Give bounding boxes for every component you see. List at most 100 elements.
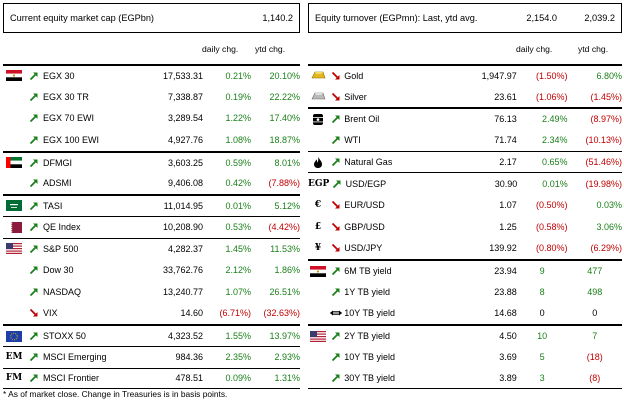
- left-row-msci-emerging: EM MSCI Emerging 984.36 2.35% 2.93%: [3, 345, 300, 368]
- fm-text-icon-label: FM: [5, 373, 23, 384]
- left-name-cell: EGX 100 EWI: [43, 134, 100, 145]
- commodities-fx-yields-table: Gold 1,947.97 (1.50%) 6.80% Silver 23.61 (1.06…: [308, 64, 622, 390]
- left-ytd-chg-cell: 8.01%: [274, 157, 300, 168]
- left-row-msci-frontier: FM MSCI Frontier 478.51 0.09% 1.31%: [3, 367, 300, 390]
- flame-icon: [308, 156, 328, 169]
- right-ytd-chg-cell: (18): [586, 351, 603, 362]
- right-value-cell: 1.25: [499, 221, 517, 232]
- left-row-egx-30-tr: EGX 30 TR 7,338.87 0.19% 22.22%: [3, 86, 300, 108]
- left-name-cell: EGX 30: [43, 70, 75, 81]
- right-row-30y-tb-yield: 30Y TB yield 3.89 3 (8): [308, 368, 622, 390]
- arrow-up-icon: [328, 114, 344, 124]
- right-value-cell: 139.92: [489, 243, 517, 254]
- left-value-cell: 4,323.52: [167, 331, 203, 342]
- euro-sign-icon: €: [308, 200, 328, 210]
- left-ytd-chg-cell: (7.88%): [268, 178, 300, 189]
- left-ytd-chg-cell: 13.97%: [269, 331, 300, 342]
- left-daily-chg-cell: 0.59%: [225, 157, 251, 168]
- turnover-title: Equity turnover (EGPmn): Last, ytd avg.: [315, 13, 478, 23]
- left-row-dow-30: Dow 30 33,762.76 2.12% 1.86%: [3, 259, 300, 281]
- left-daily-chg-cell: 2.35%: [225, 352, 251, 363]
- arrow-up-icon: [328, 157, 344, 167]
- right-value-cell: 71.74: [494, 134, 517, 145]
- arrow-up-icon: [328, 373, 344, 383]
- right-name-cell: Brent Oil: [344, 114, 380, 125]
- right-row-10y-tb-yield: 10Y TB yield 14.68 0 0: [308, 303, 622, 325]
- pound-sign-icon: £: [308, 222, 328, 232]
- left-daily-chg-cell: 0.21%: [225, 70, 251, 81]
- left-daily-chg-cell: 1.45%: [225, 243, 251, 254]
- left-daily-chg-cell: 1.07%: [225, 286, 251, 297]
- right-row-wti: WTI 71.74 2.34% (10.13%): [308, 129, 622, 151]
- left-name-cell: ADSMI: [43, 178, 72, 189]
- right-ytd-chg-cell: 477: [587, 266, 603, 277]
- em-text-icon: EM: [3, 352, 25, 362]
- qatar-flag-icon: [3, 221, 25, 233]
- egypt-flag-icon: [3, 70, 25, 82]
- arrow-up-icon: [329, 179, 345, 189]
- em-text-icon-label: EM: [5, 352, 23, 363]
- left-ytd-chg-cell: 18.87%: [269, 134, 300, 145]
- left-name-cell: MSCI Frontier: [43, 373, 100, 384]
- left-name-cell: EGX 70 EWI: [43, 113, 95, 124]
- right-value-cell: 1.07: [499, 199, 517, 210]
- left-name-cell: Dow 30: [43, 265, 74, 276]
- arrow-up-icon: [328, 135, 344, 145]
- left-ytd-chg-cell: 20.10%: [269, 70, 300, 81]
- right-name-cell: 30Y TB yield: [344, 372, 395, 383]
- right-daily-chg-cell: 2.34%: [542, 134, 568, 145]
- right-value-cell: 4.50: [499, 331, 517, 342]
- left-name-cell: TASI: [43, 200, 63, 211]
- right-ytd-chg-cell: (1.45%): [590, 91, 622, 102]
- right-name-cell: 2Y TB yield: [344, 331, 390, 342]
- yen-sign-icon: ¥: [308, 243, 328, 253]
- right-value-cell: 3.69: [499, 351, 517, 362]
- right-daily-chg-cell: 9: [539, 266, 545, 277]
- left-row-nasdaq: NASDAQ 13,240.77 1.07% 26.51%: [3, 281, 300, 303]
- arrow-up-icon: [25, 158, 43, 168]
- arrow-up-icon: [328, 331, 344, 341]
- right-ytd-chg-cell: (10.13%): [585, 134, 622, 145]
- left-ytd-chg-cell: 1.86%: [274, 265, 300, 276]
- left-value-cell: 13,240.77: [162, 286, 203, 297]
- left-daily-chg-cell: 0.01%: [225, 200, 251, 211]
- arrow-up-icon: [25, 287, 43, 297]
- uae-flag-icon: [3, 157, 25, 169]
- right-row-usd-egp: EGP USD/EGP 30.90 0.01% (19.98%): [308, 172, 622, 194]
- left-name-cell: DFMGI: [43, 157, 72, 168]
- arrow-up-icon: [25, 373, 43, 383]
- right-name-cell: GBP/USD: [344, 221, 385, 232]
- left-ytd-chg-header: ytd chg.: [255, 44, 286, 54]
- left-name-cell: VIX: [43, 308, 58, 319]
- right-ytd-chg-cell: 0: [592, 308, 598, 319]
- right-name-cell: Natural Gas: [344, 157, 393, 168]
- fm-text-icon: FM: [3, 373, 25, 383]
- usa-flag-icon: [3, 243, 25, 255]
- market-cap-value: 1,140.2: [262, 13, 293, 23]
- right-name-cell: USD/EGP: [345, 178, 387, 189]
- right-daily-chg-cell: 3: [539, 372, 545, 383]
- right-ytd-chg-cell: (19.98%): [585, 178, 622, 189]
- left-daily-chg-header: daily chg.: [202, 44, 239, 54]
- arrow-up-icon: [25, 71, 43, 81]
- right-daily-chg-cell: 2.49%: [542, 114, 568, 125]
- right-value-cell: 1,947.97: [481, 70, 517, 81]
- left-daily-chg-cell: 1.55%: [225, 331, 251, 342]
- arrow-up-icon: [25, 201, 43, 211]
- left-row-s-p-500: S&P 500 4,282.37 1.45% 11.53%: [3, 237, 300, 260]
- right-value-cell: 14.68: [494, 308, 517, 319]
- turnover-ytd-avg-value: 2,039.2: [584, 13, 615, 23]
- right-ytd-chg-cell: (8): [589, 372, 601, 383]
- left-daily-chg-cell: 0.19%: [225, 91, 251, 102]
- right-ytd-chg-cell: 498: [587, 286, 603, 297]
- right-row-1y-tb-yield: 1Y TB yield 23.88 8 498: [308, 281, 622, 303]
- arrow-up-icon: [25, 178, 43, 188]
- left-name-cell: STOXX 50: [43, 331, 86, 342]
- left-row-vix: VIX 14.60 (6.71%) (32.63%): [3, 303, 300, 325]
- right-name-cell: EUR/USD: [344, 199, 385, 210]
- right-row-gbp-usd: £ GBP/USD 1.25 (0.58%) 3.06%: [308, 216, 622, 238]
- right-value-cell: 23.94: [494, 266, 517, 277]
- left-name-cell: NASDAQ: [43, 286, 82, 297]
- left-ytd-chg-cell: 26.51%: [269, 286, 300, 297]
- arrow-up-icon: [25, 135, 43, 145]
